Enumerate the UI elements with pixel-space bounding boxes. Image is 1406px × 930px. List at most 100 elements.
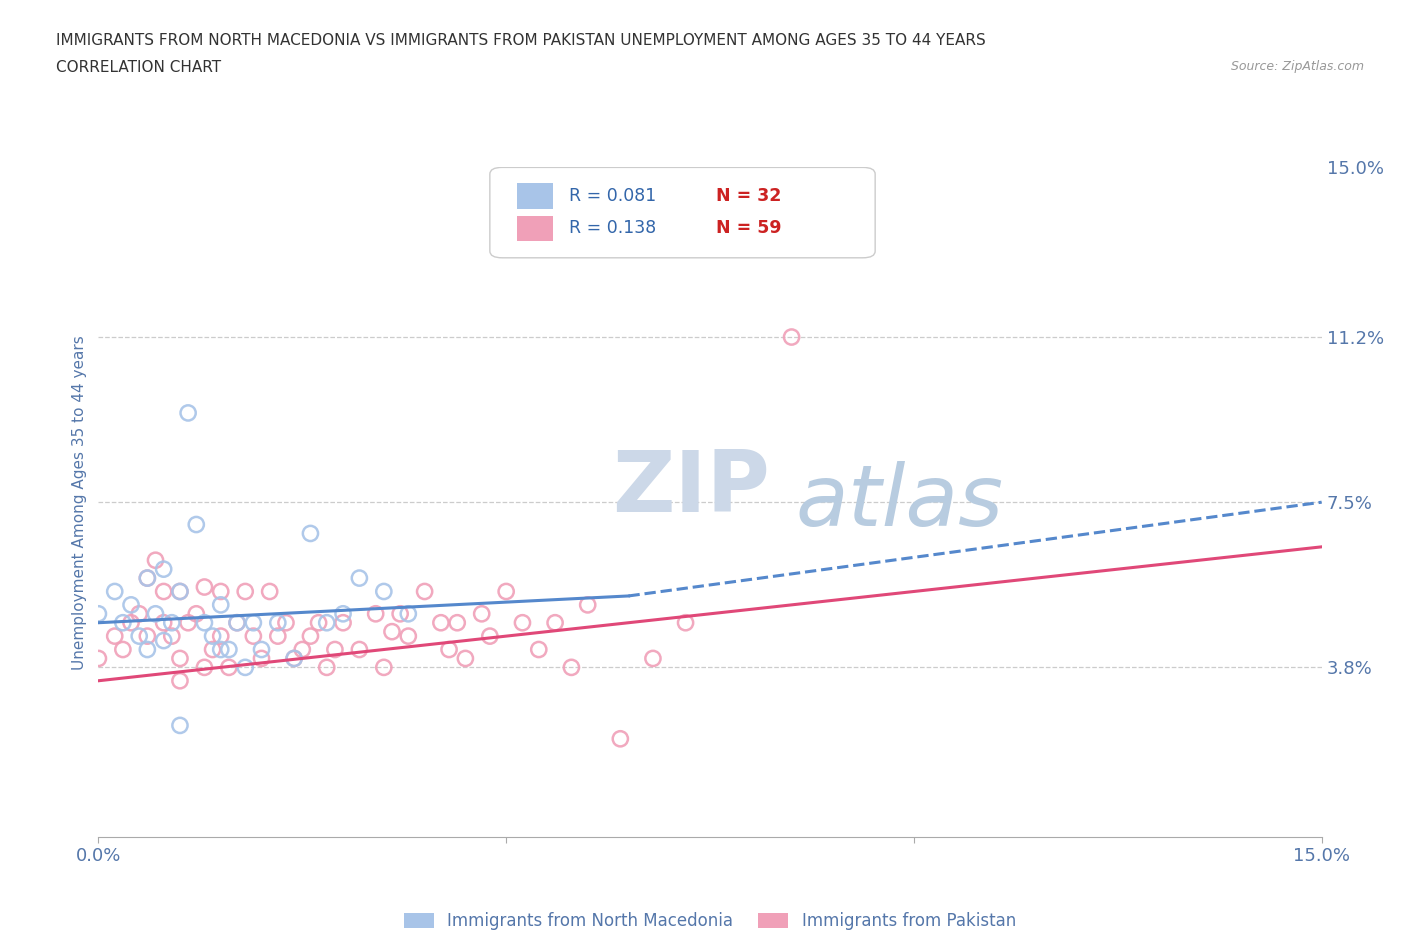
Point bbox=[609, 731, 631, 746]
Point bbox=[169, 584, 191, 599]
Point bbox=[430, 616, 453, 631]
Point bbox=[373, 584, 395, 599]
Point bbox=[323, 642, 346, 657]
Point bbox=[136, 571, 159, 586]
Point bbox=[193, 579, 215, 594]
Text: N = 32: N = 32 bbox=[716, 187, 782, 206]
Point bbox=[299, 629, 322, 644]
Point bbox=[560, 660, 582, 675]
Point bbox=[495, 584, 517, 599]
Point bbox=[576, 597, 599, 612]
Point bbox=[209, 642, 232, 657]
Point bbox=[209, 629, 232, 644]
Point bbox=[120, 616, 142, 631]
Point bbox=[104, 629, 127, 644]
Point bbox=[527, 642, 550, 657]
Point bbox=[136, 571, 159, 586]
Point bbox=[177, 616, 200, 631]
Point bbox=[544, 616, 567, 631]
Point bbox=[136, 629, 159, 644]
Point bbox=[299, 526, 322, 541]
Point bbox=[145, 606, 167, 621]
Text: atlas: atlas bbox=[796, 460, 1004, 544]
Point bbox=[291, 642, 314, 657]
Point bbox=[413, 584, 436, 599]
Point bbox=[332, 606, 354, 621]
Text: IMMIGRANTS FROM NORTH MACEDONIA VS IMMIGRANTS FROM PAKISTAN UNEMPLOYMENT AMONG A: IMMIGRANTS FROM NORTH MACEDONIA VS IMMIG… bbox=[56, 33, 986, 47]
Point bbox=[315, 660, 337, 675]
Point bbox=[512, 616, 534, 631]
Point bbox=[136, 642, 159, 657]
Point bbox=[349, 571, 371, 586]
Point bbox=[446, 616, 468, 631]
Point bbox=[111, 616, 134, 631]
Point bbox=[396, 629, 419, 644]
Point bbox=[274, 616, 297, 631]
Point bbox=[186, 606, 208, 621]
Point bbox=[250, 651, 273, 666]
Point bbox=[373, 660, 395, 675]
Point bbox=[218, 642, 240, 657]
Point bbox=[332, 616, 354, 631]
Point bbox=[478, 629, 501, 644]
Point bbox=[454, 651, 477, 666]
Point bbox=[128, 606, 150, 621]
Point bbox=[160, 629, 183, 644]
Point bbox=[193, 660, 215, 675]
Point bbox=[160, 616, 183, 631]
Text: R = 0.138: R = 0.138 bbox=[569, 219, 657, 237]
Point bbox=[87, 606, 110, 621]
Point bbox=[218, 660, 240, 675]
Text: N = 59: N = 59 bbox=[716, 219, 782, 237]
Point bbox=[308, 616, 330, 631]
Point bbox=[250, 642, 273, 657]
Text: CORRELATION CHART: CORRELATION CHART bbox=[56, 60, 221, 75]
Point bbox=[471, 606, 494, 621]
FancyBboxPatch shape bbox=[517, 183, 554, 209]
Point bbox=[437, 642, 460, 657]
Point bbox=[152, 633, 174, 648]
Point bbox=[242, 616, 264, 631]
Point bbox=[145, 552, 167, 567]
Point bbox=[209, 584, 232, 599]
Point bbox=[193, 616, 215, 631]
Text: Source: ZipAtlas.com: Source: ZipAtlas.com bbox=[1230, 60, 1364, 73]
Point bbox=[315, 616, 337, 631]
Point bbox=[233, 660, 256, 675]
Point bbox=[169, 584, 191, 599]
Legend: Immigrants from North Macedonia, Immigrants from Pakistan: Immigrants from North Macedonia, Immigra… bbox=[398, 906, 1022, 930]
Point bbox=[186, 517, 208, 532]
Text: R = 0.081: R = 0.081 bbox=[569, 187, 657, 206]
Point bbox=[283, 651, 305, 666]
Point bbox=[177, 405, 200, 420]
FancyBboxPatch shape bbox=[517, 216, 554, 241]
Point bbox=[226, 616, 249, 631]
Point bbox=[389, 606, 412, 621]
Point bbox=[381, 624, 404, 639]
Point bbox=[120, 597, 142, 612]
Point bbox=[169, 651, 191, 666]
Point bbox=[780, 329, 803, 344]
Point bbox=[226, 616, 249, 631]
Y-axis label: Unemployment Among Ages 35 to 44 years: Unemployment Among Ages 35 to 44 years bbox=[72, 335, 87, 670]
Point bbox=[209, 597, 232, 612]
Point bbox=[641, 651, 664, 666]
Point bbox=[259, 584, 281, 599]
Point bbox=[396, 606, 419, 621]
Point bbox=[675, 616, 697, 631]
Point bbox=[169, 673, 191, 688]
Point bbox=[242, 629, 264, 644]
Point bbox=[349, 642, 371, 657]
Point bbox=[152, 584, 174, 599]
Point bbox=[364, 606, 387, 621]
Point bbox=[201, 642, 224, 657]
Point bbox=[283, 651, 305, 666]
Point bbox=[267, 629, 290, 644]
Point bbox=[201, 629, 224, 644]
Point bbox=[152, 616, 174, 631]
Point bbox=[152, 562, 174, 577]
Point bbox=[267, 616, 290, 631]
Point bbox=[128, 629, 150, 644]
Point bbox=[233, 584, 256, 599]
Point bbox=[87, 651, 110, 666]
